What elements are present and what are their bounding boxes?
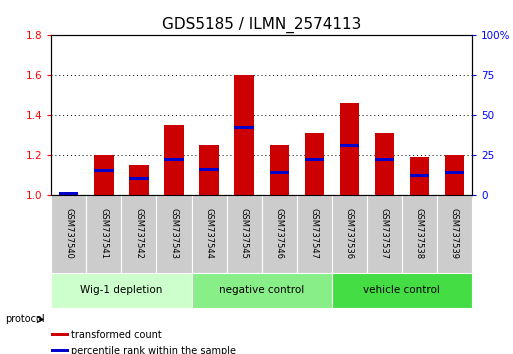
Bar: [332, 195, 367, 273]
Bar: [164, 125, 184, 195]
Text: Wig-1 depletion: Wig-1 depletion: [80, 285, 163, 295]
Bar: [410, 157, 429, 195]
Bar: [305, 133, 324, 195]
Bar: [262, 195, 297, 273]
Text: GSM737541: GSM737541: [100, 208, 108, 259]
Bar: [340, 103, 359, 195]
Text: GSM737536: GSM737536: [345, 208, 354, 259]
Text: GSM737547: GSM737547: [310, 208, 319, 259]
Bar: [51, 273, 191, 308]
Text: GSM737539: GSM737539: [450, 208, 459, 259]
Text: transformed count: transformed count: [71, 330, 162, 340]
Text: GSM737546: GSM737546: [274, 208, 284, 259]
Bar: [445, 155, 464, 195]
Bar: [86, 195, 122, 273]
Bar: [227, 195, 262, 273]
Bar: [51, 195, 86, 273]
Bar: [332, 273, 472, 308]
Bar: [164, 158, 184, 161]
Text: vehicle control: vehicle control: [363, 285, 440, 295]
Bar: [402, 195, 437, 273]
Bar: [51, 333, 69, 336]
Bar: [94, 155, 113, 195]
Bar: [437, 195, 472, 273]
Bar: [200, 145, 219, 195]
Bar: [94, 169, 113, 172]
Bar: [156, 195, 191, 273]
Text: GSM737543: GSM737543: [169, 208, 179, 259]
Bar: [305, 158, 324, 161]
Bar: [129, 165, 149, 195]
Bar: [191, 273, 332, 308]
Bar: [374, 158, 394, 161]
Text: GSM737537: GSM737537: [380, 208, 389, 259]
Bar: [269, 145, 289, 195]
Text: GSM737545: GSM737545: [240, 208, 249, 259]
Bar: [234, 75, 254, 195]
Bar: [340, 144, 359, 147]
Text: negative control: negative control: [219, 285, 304, 295]
Text: percentile rank within the sample: percentile rank within the sample: [71, 346, 236, 354]
Bar: [200, 168, 219, 171]
Text: GSM737542: GSM737542: [134, 208, 144, 259]
Text: protocol: protocol: [5, 314, 45, 325]
Bar: [191, 195, 227, 273]
Bar: [59, 193, 78, 195]
Bar: [122, 195, 156, 273]
Bar: [51, 349, 69, 352]
Text: GSM737538: GSM737538: [415, 208, 424, 259]
Bar: [297, 195, 332, 273]
Bar: [410, 174, 429, 177]
Bar: [234, 126, 254, 129]
Bar: [367, 195, 402, 273]
Bar: [59, 193, 78, 195]
Bar: [129, 177, 149, 180]
Text: GSM737544: GSM737544: [205, 208, 213, 259]
Bar: [445, 171, 464, 174]
Bar: [269, 171, 289, 174]
Bar: [374, 133, 394, 195]
Title: GDS5185 / ILMN_2574113: GDS5185 / ILMN_2574113: [162, 16, 361, 33]
Text: GSM737540: GSM737540: [64, 208, 73, 259]
